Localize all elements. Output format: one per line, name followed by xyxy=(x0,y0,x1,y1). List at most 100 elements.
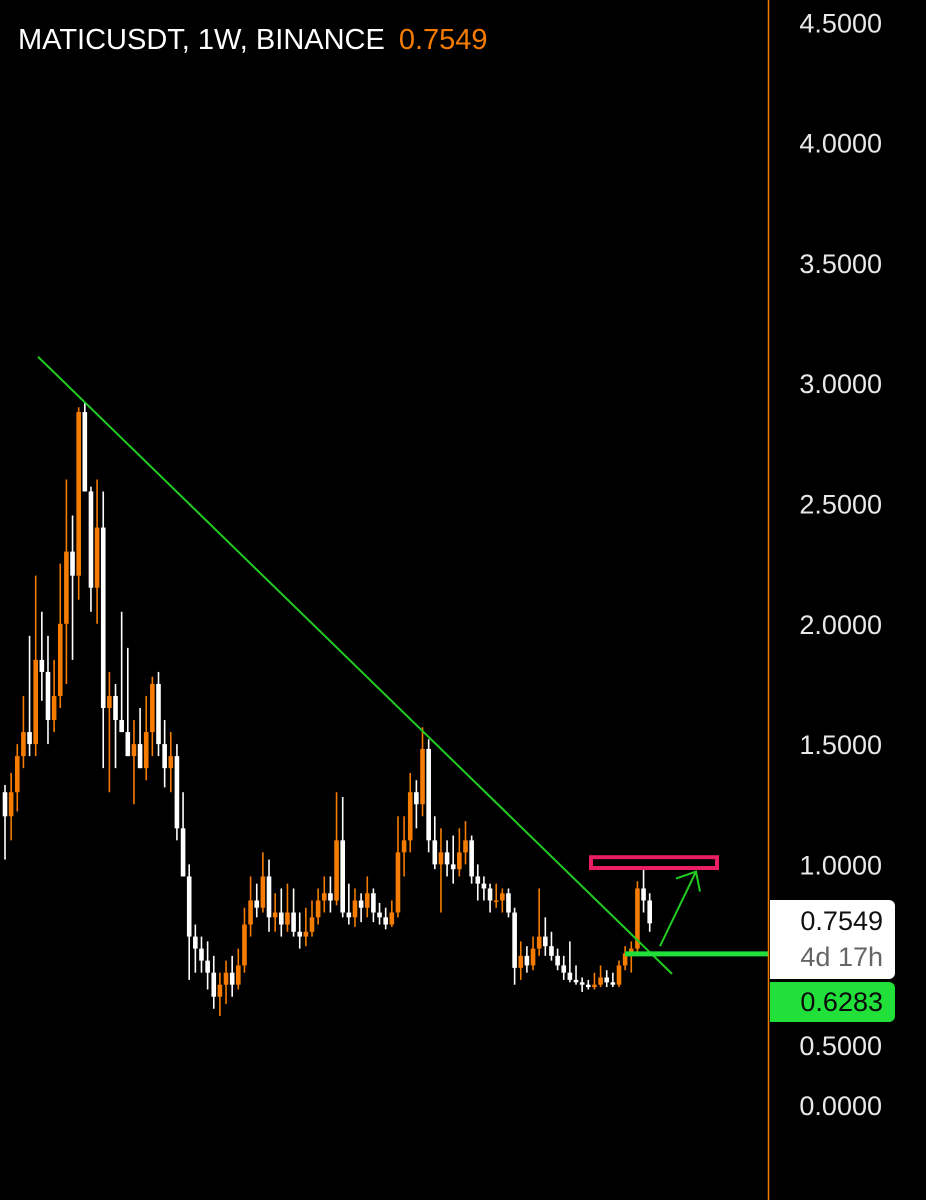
candle-body xyxy=(518,955,524,968)
candle-body xyxy=(641,888,646,901)
candle-body xyxy=(27,732,32,745)
candle xyxy=(586,979,591,990)
candle-body xyxy=(561,965,567,973)
candle xyxy=(236,948,241,990)
candle xyxy=(254,883,260,918)
trendline xyxy=(37,356,673,975)
candle xyxy=(174,744,180,841)
candle xyxy=(113,683,118,769)
candle-body xyxy=(242,924,247,966)
candle-body xyxy=(88,491,94,588)
candle-body xyxy=(592,984,597,988)
candle-body xyxy=(174,756,180,829)
candle xyxy=(598,965,603,988)
candle-body xyxy=(616,965,622,985)
candle-body xyxy=(229,972,235,985)
candle-body xyxy=(432,840,438,865)
candle-body xyxy=(82,412,88,492)
candle xyxy=(94,479,100,624)
candle xyxy=(33,575,38,757)
candle xyxy=(512,907,517,985)
arrow-head-icon xyxy=(675,870,701,892)
candle xyxy=(39,611,45,701)
candle xyxy=(303,907,309,947)
candle xyxy=(647,893,652,932)
candle-body xyxy=(107,695,112,709)
candle xyxy=(156,671,161,757)
candle-body xyxy=(236,965,241,985)
candle-body xyxy=(205,960,210,973)
candle-body xyxy=(113,695,118,721)
candle-body xyxy=(346,912,352,918)
candle-body xyxy=(260,876,266,908)
candle xyxy=(567,941,573,983)
candles xyxy=(2,402,652,1016)
candle xyxy=(371,888,376,923)
candle-body xyxy=(100,527,106,709)
candle-body xyxy=(291,912,296,932)
candle xyxy=(579,977,585,992)
candle-body xyxy=(383,917,388,925)
y-tick-label: 3.0000 xyxy=(799,369,882,399)
candle-body xyxy=(33,659,38,745)
candle-body xyxy=(45,671,51,721)
candle xyxy=(291,888,296,937)
bar-countdown: 4d 17h xyxy=(800,942,883,972)
candle xyxy=(481,876,487,901)
candle-body xyxy=(622,953,628,966)
candle-body xyxy=(303,931,309,937)
candle xyxy=(555,948,560,971)
candle xyxy=(107,671,112,793)
y-tick-label: 4.0000 xyxy=(799,129,882,159)
candle-body xyxy=(555,955,560,966)
candle-body xyxy=(180,828,186,877)
candle xyxy=(119,611,124,733)
candle xyxy=(450,835,456,884)
candle-body xyxy=(266,876,272,918)
candle xyxy=(131,720,137,805)
candle-body xyxy=(217,984,223,997)
candle-body xyxy=(414,792,419,805)
candle xyxy=(143,695,149,781)
price-axis[interactable]: 0.0000 0.5000 1.0000 1.5000 2.0000 2.5000 3.00… xyxy=(799,8,882,1121)
candle xyxy=(506,888,511,918)
candle-body xyxy=(125,732,131,757)
candle xyxy=(229,955,235,997)
candle xyxy=(346,883,352,925)
candle-body xyxy=(457,852,462,870)
candle xyxy=(2,785,8,860)
candle xyxy=(162,720,167,788)
candle-body xyxy=(248,900,253,925)
candle-body xyxy=(426,748,431,841)
candle-body xyxy=(328,893,333,901)
candle-body xyxy=(573,979,579,983)
candle xyxy=(414,780,419,829)
candle xyxy=(297,912,303,949)
candle xyxy=(641,869,646,913)
candle xyxy=(205,941,210,990)
candle xyxy=(242,907,247,973)
candle-body xyxy=(377,912,382,918)
candle xyxy=(407,772,413,853)
symbol-header[interactable]: MATICUSDT, 1W, BINANCE 0.7549 xyxy=(18,24,488,57)
candle-body xyxy=(254,900,260,908)
y-tick-label: 0.0000 xyxy=(799,1091,882,1121)
candle-body xyxy=(475,876,481,884)
candle xyxy=(524,946,530,973)
candle-body xyxy=(2,792,8,817)
candle-body xyxy=(407,792,413,841)
candle-body xyxy=(586,984,591,988)
candle-body xyxy=(334,840,339,901)
candle-body xyxy=(352,900,358,918)
candle-body xyxy=(358,900,364,908)
candle-body xyxy=(223,972,229,985)
candle-body xyxy=(530,948,536,966)
candle-body xyxy=(14,756,20,793)
candle xyxy=(352,888,358,927)
arrow-shaft xyxy=(659,871,697,947)
candle xyxy=(469,835,474,884)
candle-body xyxy=(364,893,370,908)
candle xyxy=(389,900,395,927)
candle-body xyxy=(156,683,161,745)
